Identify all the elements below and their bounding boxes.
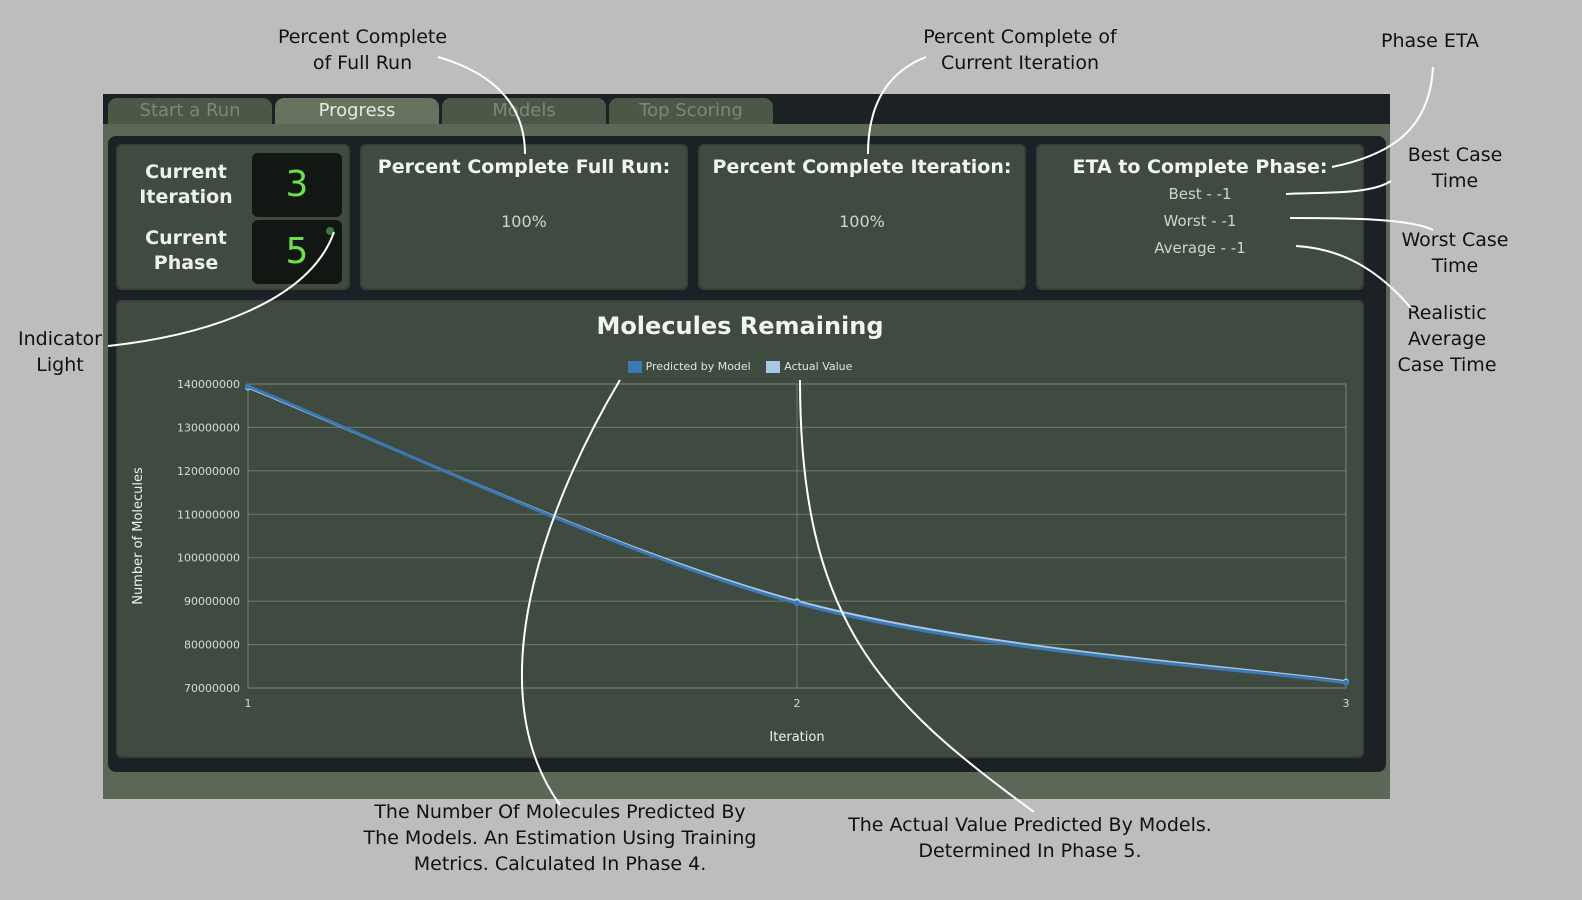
y-tick-label: 120000000 (177, 465, 240, 478)
annotation-predicted-note: The Number Of Molecules Predicted By The… (363, 801, 757, 875)
legend-label-predicted: Predicted by Model (645, 360, 751, 373)
chart-legend: Predicted by Model Actual Value (118, 360, 1362, 373)
eta-title: ETA to Complete Phase: (1072, 156, 1328, 178)
indicator-light (326, 227, 334, 235)
legend-swatch-predicted (627, 361, 642, 373)
y-tick-label: 70000000 (184, 682, 240, 695)
current-iteration-label: Current Iteration (139, 161, 233, 208)
y-tick-label: 80000000 (184, 639, 240, 652)
current-iteration-value: 3 (252, 153, 342, 217)
annotation-phase-eta: Phase ETA (1381, 30, 1479, 52)
chart-title: Molecules Remaining (596, 312, 884, 340)
data-point-predicted (245, 383, 251, 390)
y-tick-label: 130000000 (177, 421, 240, 434)
data-point-predicted (1343, 679, 1349, 686)
eta-worst: Worst - -1 (1163, 212, 1237, 230)
status-panel: Current Iteration 3 Current Phase 5 (116, 144, 350, 290)
progress-frame: Current Iteration 3 Current Phase 5 Perc… (108, 136, 1386, 772)
iteration-panel: Percent Complete Iteration: 100% (698, 144, 1026, 290)
chart-plot: 140000000 130000000 120000000 110000000 1000… (131, 378, 1350, 745)
tab-top-scoring[interactable]: Top Scoring (609, 98, 773, 124)
x-axis-title: Iteration (769, 730, 824, 745)
annotation-worst-case: Worst Case Time (1401, 229, 1509, 277)
annotation-indicator-light: Indicator Light (18, 328, 102, 376)
y-tick-label: 140000000 (177, 378, 240, 391)
y-tick-label: 100000000 (177, 552, 240, 565)
tab-bar: Start a Run Progress Models Top Scoring (103, 94, 1390, 124)
x-tick-label: 1 (245, 697, 252, 710)
app-window: Start a Run Progress Models Top Scoring … (103, 94, 1390, 799)
plot-border (247, 383, 1347, 689)
current-phase-label: Current Phase (145, 227, 227, 274)
y-tick-label: 110000000 (177, 508, 240, 521)
iteration-title: Percent Complete Iteration: (712, 156, 1012, 178)
tab-start-a-run[interactable]: Start a Run (108, 98, 272, 124)
full-run-value: 100% (501, 212, 547, 231)
tab-models[interactable]: Models (442, 98, 606, 124)
x-tick-label: 2 (794, 697, 801, 710)
eta-average: Average - -1 (1154, 239, 1246, 257)
annotation-actual-note: The Actual Value Predicted By Models. De… (848, 814, 1212, 862)
iteration-value: 100% (839, 212, 885, 231)
legend-item-predicted[interactable]: Predicted by Model (627, 360, 751, 373)
chart-panel: Molecules Remaining Predicted by Model A… (116, 300, 1364, 758)
legend-swatch-actual (766, 361, 781, 373)
annotation-iteration: Percent Complete of Current Iteration (923, 26, 1117, 74)
annotation-full-run: Percent Complete of Full Run (277, 26, 448, 74)
eta-best: Best - -1 (1168, 185, 1232, 203)
x-tick-label: 3 (1343, 697, 1350, 710)
eta-panel: ETA to Complete Phase: Best - -1 Worst -… (1036, 144, 1364, 290)
y-axis-title: Number of Molecules (131, 467, 146, 605)
legend-label-actual: Actual Value (784, 360, 853, 373)
data-point-predicted (794, 600, 800, 607)
y-tick-label: 90000000 (184, 595, 240, 608)
full-run-panel: Percent Complete Full Run: 100% (360, 144, 688, 290)
full-run-title: Percent Complete Full Run: (377, 156, 671, 178)
legend-item-actual[interactable]: Actual Value (766, 360, 852, 373)
annotation-best-case: Best Case Time (1407, 144, 1503, 192)
tab-progress[interactable]: Progress (275, 98, 439, 124)
annotation-average-case: Realistic Average Case Time (1397, 302, 1497, 376)
